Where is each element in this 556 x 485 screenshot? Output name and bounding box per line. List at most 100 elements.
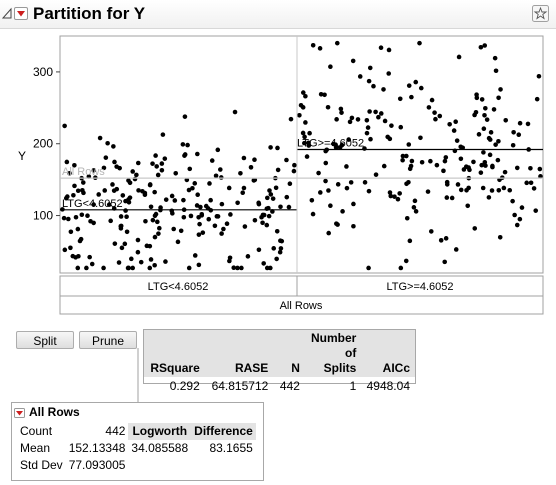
data-point (89, 261, 95, 267)
data-point (184, 177, 190, 183)
data-point (334, 221, 339, 226)
data-point (517, 120, 523, 126)
data-point (111, 144, 116, 149)
data-point (458, 156, 464, 162)
data-point (400, 157, 405, 163)
data-point (275, 145, 280, 151)
data-point (455, 182, 461, 187)
data-point (62, 247, 68, 253)
data-point (208, 197, 213, 203)
data-point (108, 218, 113, 224)
data-point (219, 201, 225, 207)
data-point (534, 96, 540, 102)
star-icon[interactable] (532, 5, 549, 22)
data-point (303, 93, 308, 99)
data-point (481, 150, 486, 155)
data-point (275, 167, 281, 173)
data-point (398, 124, 404, 130)
data-point (264, 222, 270, 228)
data-point (496, 138, 501, 144)
node-title: All Rows (29, 405, 80, 419)
col-logworth: Logworth (128, 423, 192, 440)
data-point (386, 71, 391, 76)
disclosure-triangle-icon[interactable] (2, 6, 12, 20)
data-point (284, 194, 290, 200)
data-point (218, 167, 223, 172)
data-point (157, 225, 162, 231)
mean-lines (60, 36, 543, 273)
difference-value: 83.1655 (209, 441, 253, 455)
data-point (442, 259, 448, 265)
data-point (398, 265, 404, 271)
data-point (291, 168, 297, 174)
red-triangle-menu-icon[interactable] (14, 7, 28, 20)
data-point (96, 192, 101, 197)
data-point (488, 130, 494, 135)
data-point (268, 265, 273, 271)
data-point (334, 117, 339, 122)
data-point (197, 221, 202, 227)
data-point (91, 202, 96, 207)
data-point (267, 188, 272, 193)
data-point (437, 113, 443, 119)
data-point (317, 190, 323, 195)
data-point (322, 92, 327, 98)
data-point (80, 180, 86, 185)
data-point (502, 169, 508, 175)
data-point (479, 97, 485, 102)
data-point (110, 182, 115, 187)
data-point (159, 167, 165, 173)
data-point (519, 205, 525, 210)
data-point (378, 45, 384, 51)
data-point (303, 120, 308, 125)
y-axis-label: Y (18, 149, 26, 163)
data-point (373, 109, 378, 115)
data-point (381, 163, 387, 169)
data-point (235, 200, 240, 206)
data-point (101, 265, 106, 271)
data-point (261, 212, 267, 218)
data-point (181, 214, 187, 220)
data-point (367, 109, 372, 114)
data-point (458, 144, 464, 150)
data-point (444, 195, 450, 200)
data-point (348, 180, 354, 185)
data-point (478, 170, 484, 175)
data-point (323, 178, 328, 184)
data-point (413, 79, 419, 85)
data-point (71, 192, 76, 198)
data-point (215, 214, 221, 219)
data-point (417, 40, 422, 46)
data-point (328, 203, 333, 209)
data-point (235, 265, 240, 271)
data-point (101, 165, 107, 171)
data-point (227, 255, 233, 261)
data-point (465, 203, 471, 209)
count-value: 442 (105, 424, 126, 438)
red-triangle-menu-icon[interactable] (14, 408, 25, 418)
data-point (129, 256, 134, 262)
split-axis (59, 275, 544, 297)
data-point (531, 186, 537, 191)
data-point (277, 249, 283, 255)
data-point (150, 217, 156, 223)
data-point (112, 159, 117, 165)
data-point (192, 181, 198, 186)
data-point (80, 187, 85, 193)
data-point (153, 211, 159, 217)
data-point (454, 138, 460, 143)
data-point (461, 167, 467, 172)
data-point (334, 40, 340, 46)
data-point (66, 216, 71, 222)
prune-button[interactable]: Prune (79, 331, 137, 349)
data-point (132, 176, 138, 182)
data-point (180, 142, 186, 147)
data-point (403, 258, 409, 264)
data-point (72, 183, 77, 189)
data-point (426, 105, 432, 110)
data-point (453, 247, 459, 252)
data-point (429, 97, 435, 103)
split-button[interactable]: Split (16, 331, 74, 349)
data-point (400, 153, 406, 159)
data-point (232, 109, 238, 115)
